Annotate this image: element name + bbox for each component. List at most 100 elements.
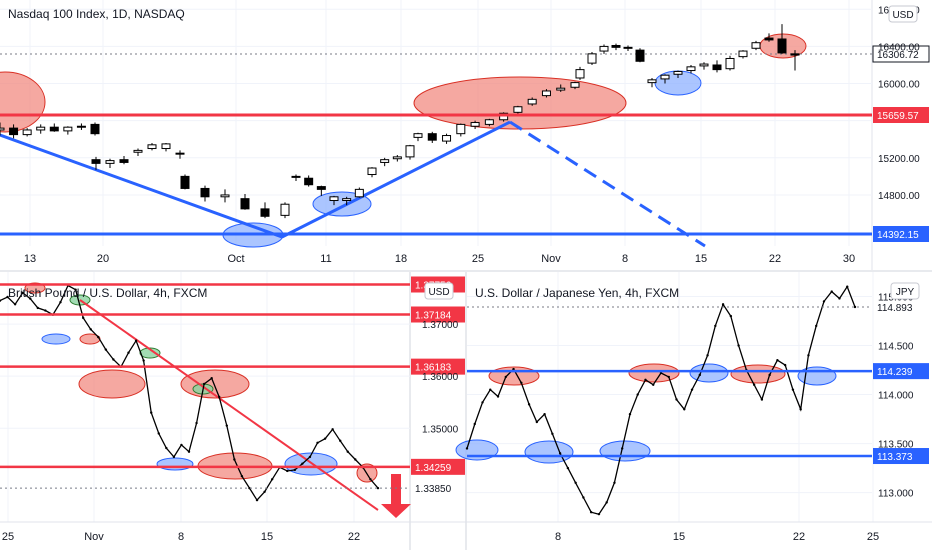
price-tag-label: 114.239 <box>877 367 913 378</box>
candle <box>0 127 5 131</box>
series-point <box>512 367 515 371</box>
series-point <box>520 381 523 384</box>
candle <box>456 123 466 135</box>
y-tick-label: 113.500 <box>878 440 914 451</box>
y-tick-label: 113.000 <box>878 489 914 500</box>
candle <box>738 50 748 58</box>
series-point <box>187 450 191 453</box>
candle <box>647 79 657 84</box>
series-point <box>21 291 24 295</box>
candle <box>91 159 101 164</box>
highlight-ellipse-blue <box>524 440 574 464</box>
series-point <box>815 324 818 328</box>
nasdaq-chart-pane[interactable]: 15659.57 14392.15 16306.72 14800.00 15200.0… <box>0 0 932 270</box>
series-point <box>165 446 168 450</box>
candle <box>556 87 566 91</box>
candle <box>405 145 415 158</box>
candle <box>764 37 774 41</box>
series-point <box>142 359 145 362</box>
candle <box>673 70 683 75</box>
candle <box>342 198 352 202</box>
trendline-projection <box>509 120 706 248</box>
candle <box>599 45 609 52</box>
candle <box>587 53 597 64</box>
y-tick-label: 1.36000 <box>422 372 459 383</box>
candle <box>133 149 143 153</box>
highlight-ellipse-blue <box>689 363 729 383</box>
highlight-ellipse-red <box>628 363 680 383</box>
x-tick-label: 22 <box>348 531 360 543</box>
series-point <box>157 432 160 435</box>
candle <box>470 122 480 127</box>
currency-badge[interactable]: USD <box>424 282 454 300</box>
series-point <box>760 398 764 401</box>
series-point <box>59 301 62 304</box>
trendline-up <box>281 120 511 239</box>
series-point <box>791 388 795 391</box>
x-tick-label: 30 <box>843 253 855 265</box>
gbpusd-title: British Pound / U.S. Dollar, 4h, FXCM <box>8 286 207 300</box>
currency-badge[interactable]: USD <box>888 5 918 23</box>
series-point <box>589 510 593 514</box>
series-point <box>613 481 616 484</box>
series-point <box>255 498 259 502</box>
series-point <box>263 490 266 493</box>
trendline-down <box>0 133 283 239</box>
price-tag <box>873 107 929 123</box>
candle <box>712 64 722 71</box>
series-point <box>323 437 327 440</box>
series-point <box>683 408 686 411</box>
series-point <box>346 450 349 453</box>
series-point <box>316 441 319 445</box>
candle <box>63 126 73 132</box>
series-point <box>202 382 206 386</box>
price-tag-label: 1.36183 <box>415 363 452 374</box>
series-point <box>44 309 47 312</box>
x-tick-label: 8 <box>622 253 628 265</box>
y-tick-label: 1.35000 <box>422 424 459 435</box>
series-point <box>706 354 709 357</box>
x-tick-label: 15 <box>261 531 273 543</box>
candle <box>9 127 19 136</box>
series-point <box>721 303 725 306</box>
candle <box>686 66 696 72</box>
x-tick-label: 18 <box>395 253 407 265</box>
series-point <box>527 403 531 406</box>
usdjpy-title: U.S. Dollar / Japanese Yen, 4h, FXCM <box>475 286 679 300</box>
candle <box>570 82 580 88</box>
candle <box>180 175 190 189</box>
series-point <box>783 363 787 367</box>
currency-badge[interactable]: JPY <box>890 282 920 300</box>
x-tick-label: 8 <box>555 531 561 543</box>
series-point <box>6 295 9 299</box>
series-point <box>473 422 476 426</box>
series-point <box>621 447 624 450</box>
candle <box>175 152 185 155</box>
series-point <box>566 466 570 470</box>
price-tag <box>411 306 465 323</box>
series-point <box>339 439 342 442</box>
jpy-label: JPY <box>896 287 915 298</box>
candle <box>105 160 115 164</box>
series-point <box>81 316 85 320</box>
candle <box>291 175 301 178</box>
series-point <box>286 469 289 473</box>
series-point <box>768 373 771 377</box>
series-point <box>74 288 77 291</box>
x-axis: 25 Nov 8 15 22 <box>2 531 360 543</box>
series-point <box>799 408 802 411</box>
x-axis: 8 15 22 25 <box>555 531 879 543</box>
x-tick-label: 13 <box>24 253 36 265</box>
series-point <box>846 285 849 288</box>
y-tick-label: 15200.00 <box>878 154 920 165</box>
series-point <box>597 512 601 516</box>
candle <box>161 143 171 150</box>
candle <box>777 38 787 54</box>
y-tick-label: 14800.00 <box>878 191 920 202</box>
series-point <box>331 428 334 431</box>
series-point <box>838 297 841 300</box>
